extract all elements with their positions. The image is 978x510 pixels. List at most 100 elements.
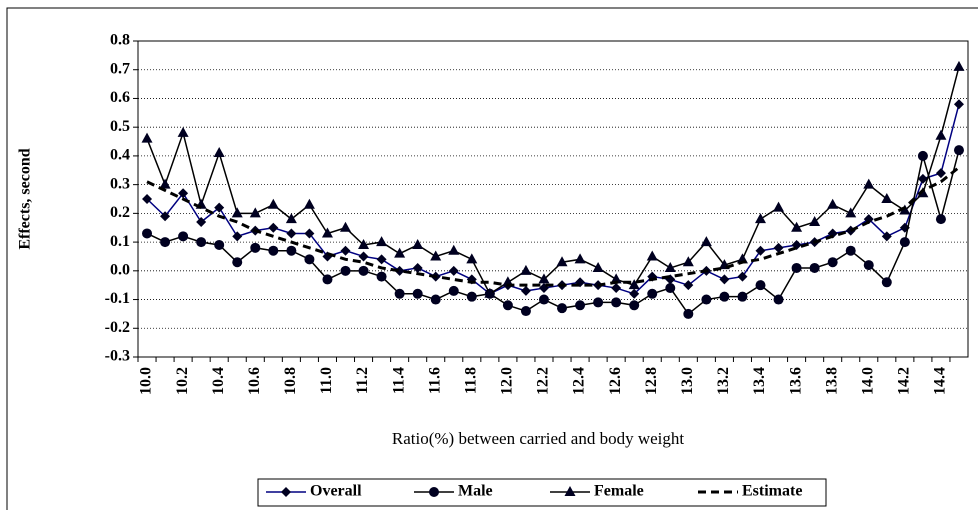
data-point (953, 60, 965, 71)
data-point (881, 193, 893, 203)
x-tick-label: 10.0 (138, 367, 155, 395)
data-point (466, 253, 478, 264)
data-point (304, 254, 315, 265)
data-point (791, 262, 802, 273)
data-point (394, 247, 406, 258)
data-point (809, 215, 821, 226)
data-point (520, 264, 532, 275)
x-tick-label: 12.0 (499, 367, 516, 395)
data-point (232, 231, 243, 242)
legend-label: Female (594, 483, 644, 500)
data-point (953, 99, 964, 110)
data-point (538, 273, 550, 284)
data-point (629, 288, 640, 299)
x-tick-label: 10.4 (210, 367, 227, 395)
data-point (448, 285, 459, 296)
data-point (755, 213, 766, 224)
x-tick-label: 11.2 (354, 367, 371, 394)
data-point (719, 274, 730, 285)
data-point (394, 288, 405, 299)
data-point (178, 188, 189, 199)
x-tick-label: 11.6 (426, 367, 443, 394)
y-tick-label: 0.5 (110, 118, 130, 135)
data-point (881, 231, 892, 242)
data-point (430, 250, 442, 261)
data-point (809, 262, 820, 273)
data-point (196, 237, 207, 248)
data-point (863, 260, 874, 271)
data-point (177, 126, 189, 137)
data-point (755, 245, 766, 256)
data-point (376, 254, 387, 265)
series-line (146, 149, 960, 315)
data-point (250, 242, 261, 253)
data-point (285, 213, 297, 224)
x-tick-label: 13.8 (823, 367, 840, 395)
x-tick-label: 14.4 (932, 367, 949, 395)
data-point (213, 147, 225, 158)
data-point (646, 250, 658, 261)
data-point (700, 236, 712, 247)
data-point (214, 202, 225, 213)
data-point (484, 287, 496, 298)
data-point (358, 251, 369, 262)
x-tick-label: 13.0 (679, 367, 696, 395)
y-tick-label: -0.1 (105, 290, 130, 307)
x-tick-label: 12.8 (643, 367, 660, 395)
legend-label: Estimate (742, 483, 802, 500)
data-point (376, 236, 388, 247)
data-point (575, 300, 586, 311)
data-point (502, 300, 513, 311)
data-point (593, 297, 604, 308)
x-tick-label: 14.2 (896, 367, 913, 395)
data-point (538, 294, 549, 305)
data-point (845, 245, 856, 256)
data-point (358, 265, 369, 276)
data-point (520, 285, 531, 296)
data-point (412, 262, 423, 273)
data-point (267, 198, 279, 209)
x-tick-label: 13.2 (715, 367, 732, 395)
x-tick-label: 10.6 (246, 367, 263, 395)
data-point (268, 245, 279, 256)
data-point (448, 244, 460, 255)
data-point (935, 129, 947, 140)
data-point (448, 265, 459, 276)
data-point (268, 222, 279, 233)
x-tick-label: 14.0 (859, 367, 876, 395)
y-tick-label: -0.2 (105, 319, 130, 336)
data-point (340, 221, 351, 232)
x-tick-label: 11.4 (390, 367, 407, 394)
x-tick-label: 12.6 (607, 367, 624, 395)
data-point (159, 178, 171, 189)
data-point (881, 277, 892, 288)
data-point (611, 297, 622, 308)
data-point (322, 251, 333, 262)
y-tick-label: 0.8 (110, 32, 130, 49)
data-point (665, 283, 676, 294)
y-tick-label: 0.6 (110, 89, 130, 106)
data-point (321, 227, 333, 238)
y-tick-label: 0.2 (110, 204, 130, 221)
data-point (520, 306, 531, 317)
data-point (557, 303, 568, 314)
data-point (773, 242, 784, 253)
x-tick-label: 11.0 (318, 367, 335, 394)
data-point (755, 280, 766, 291)
data-point (791, 221, 803, 232)
series-line (146, 166, 960, 287)
data-point (160, 237, 171, 248)
data-point (773, 294, 784, 305)
plot-border (137, 40, 969, 358)
data-point (249, 207, 261, 218)
data-point (412, 238, 424, 249)
data-point (376, 271, 387, 282)
y-tick-label: 0.4 (110, 147, 130, 164)
data-point (281, 487, 291, 497)
x-axis-label: Ratio(%) between carried and body weight (392, 429, 684, 448)
y-tick-label: 0.1 (110, 233, 130, 250)
x-tick-label: 12.2 (535, 367, 552, 395)
x-tick-label: 11.8 (462, 367, 479, 394)
